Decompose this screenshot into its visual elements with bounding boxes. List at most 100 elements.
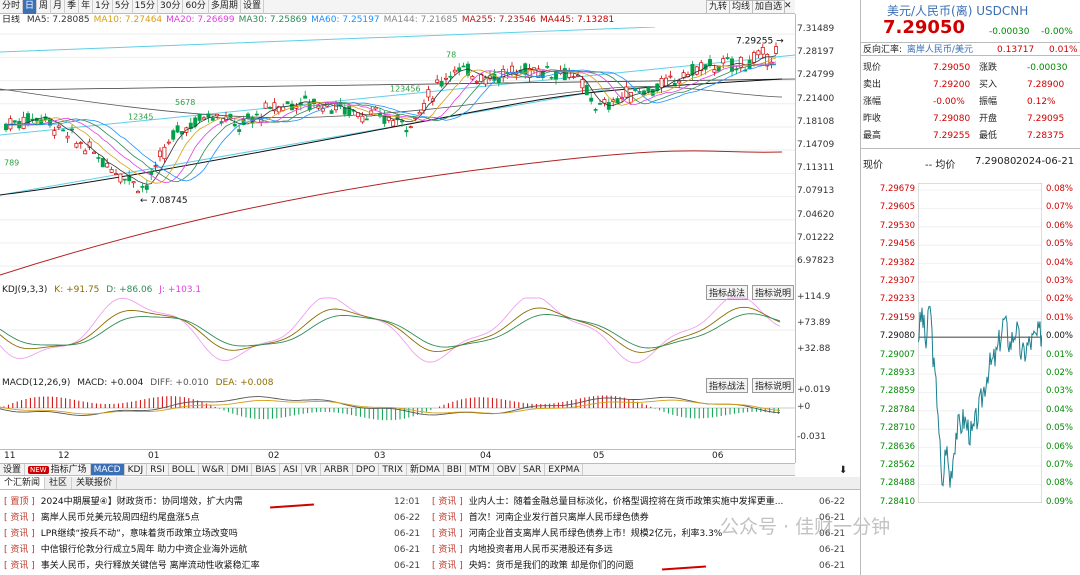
kdj-chart[interactable] (0, 297, 795, 367)
indicator-tab-obv[interactable]: OBV (494, 464, 520, 475)
candle-body (92, 151, 96, 154)
period-tab-9[interactable]: 30分 (158, 0, 184, 14)
candlestick-chart[interactable]: 7.29255 → ← 7.08745 789 12345 5678 78 123456 (0, 27, 795, 279)
macd-label: MACD(12,26,9) (2, 378, 71, 388)
candle-body (615, 98, 620, 104)
reverse-rate-link[interactable]: 离岸人民币/美元 (906, 45, 973, 55)
macd-chart[interactable] (0, 390, 795, 448)
indicator-tab-kdj[interactable]: KDJ (125, 464, 148, 475)
news-date: 06-21 (394, 529, 421, 539)
indicator-tab-boll[interactable]: BOLL (169, 464, 199, 475)
period-tab-4[interactable]: 季 (65, 0, 80, 14)
period-tab-2[interactable]: 周 (37, 0, 52, 14)
news-tab-0[interactable]: 个汇新闻 (0, 477, 46, 489)
news-item[interactable]: [ 置顶 ] 2024中期展望④】财政货币：协同增效，扩大内需 (4, 495, 424, 510)
macd-strategy-button[interactable]: 指标战法 (706, 378, 749, 393)
news-title[interactable]: 首次！河南企业发行首只离岸人民币绿色债券 (468, 513, 649, 523)
candle-body (650, 88, 655, 96)
news-item[interactable]: [ 资讯 ] 内地投资者用人民币买港股还有多远 (432, 543, 812, 558)
indicator-tab-w&r[interactable]: W&R (199, 464, 229, 475)
candle-body (417, 111, 422, 115)
period-tab-12[interactable]: 设置 (241, 0, 264, 14)
period-tab-7[interactable]: 5分 (113, 0, 133, 14)
candle-body (78, 142, 83, 144)
indicator-tab-macd[interactable]: MACD (90, 464, 125, 475)
indicator-tab-expma[interactable]: EXPMA (545, 464, 584, 475)
news-title[interactable]: 河南企业首支离岸人民币绿色债券上市！规模2亿元，利率3.3% (468, 529, 723, 539)
news-item[interactable]: [ 资讯 ] 业内人士：随着金融总量目标淡化，价格型调控将在货币政策实施中发挥更重… (432, 495, 812, 510)
mini-pct-tick: 0.05% (1046, 239, 1074, 250)
kdj-help-button[interactable]: 指标说明 (752, 285, 795, 300)
ma-button[interactable]: 均线 (729, 0, 754, 14)
news-title[interactable]: 内地投资者用人民币买港股还有多远 (468, 545, 613, 555)
candle-body (12, 120, 17, 123)
news-item[interactable]: [ 资讯 ] 中信银行伦敦分行成立5周年 助力中资企业海外远航 (4, 543, 424, 558)
period-tab-8[interactable]: 15分 (133, 0, 159, 14)
period-tab-0[interactable]: 分时 (0, 0, 24, 14)
mini-price-tick: 7.29679 (879, 184, 915, 194)
x-axis-tick: 03 (374, 451, 386, 461)
indicator-tab-mtm[interactable]: MTM (466, 464, 494, 475)
candle-body (593, 109, 598, 111)
candle-body (699, 62, 704, 72)
candle-body (109, 169, 114, 173)
period-tab-5[interactable]: 年 (79, 0, 94, 14)
indicator-tab-bias[interactable]: BIAS (252, 464, 281, 475)
news-item[interactable]: [ 资讯 ] 事关人民币，央行释放关键信号 离岸流动性收紧稳汇率 (4, 559, 424, 574)
news-item[interactable]: [ 资讯 ] LPR继续“按兵不动”，意味着货币政策立场改变吗 (4, 527, 424, 542)
period-tab-3[interactable]: 月 (51, 0, 66, 14)
news-title[interactable]: 央妈：货币是我们的政策 却是你们的问题 (468, 561, 634, 571)
indicator-tab-dmi[interactable]: DMI (228, 464, 253, 475)
news-tab-2[interactable]: 关联报价 (72, 477, 118, 489)
news-date: 06-21 (819, 561, 846, 571)
candle-body (52, 130, 57, 136)
macd-axis-tick: +0 (797, 402, 811, 412)
indicator-square-tab[interactable]: NEW 指标广场 (25, 464, 91, 475)
news-item[interactable]: [ 资讯 ] 河南企业首支离岸人民币绿色债券上市！规模2亿元，利率3.3% (432, 527, 812, 542)
indicator-tab-rsi[interactable]: RSI (147, 464, 169, 475)
period-tab-6[interactable]: 1分 (93, 0, 113, 14)
price-axis-tick: 7.21400 (797, 93, 835, 104)
news-tag: [ 资讯 ] (4, 561, 35, 571)
indicator-tab-arbr[interactable]: ARBR (321, 464, 353, 475)
intraday-price-line (918, 305, 1042, 488)
news-title[interactable]: LPR继续“按兵不动”，意味着货币政策立场改变吗 (40, 529, 238, 539)
ma-legend-item: MA445: 7.13281 (540, 15, 615, 25)
kdj-k-line (0, 306, 781, 353)
period-tab-10[interactable]: 60分 (183, 0, 209, 14)
news-tab-1[interactable]: 社区 (45, 477, 73, 489)
expand-icon[interactable]: ⬇ (839, 465, 848, 476)
candle-body (708, 59, 712, 66)
period-tab-11[interactable]: 多周期 (209, 0, 241, 14)
nine-turn-button[interactable]: 九转 (706, 0, 731, 14)
news-title[interactable]: 业内人士：随着金融总量目标淡化，价格型调控将在货币政策实施中发挥更重... (468, 497, 784, 507)
indicator-tab-dpo[interactable]: DPO (353, 464, 380, 475)
indicator-tab-sar[interactable]: SAR (520, 464, 546, 475)
news-title[interactable]: 中信银行伦敦分行成立5周年 助力中资企业海外远航 (40, 545, 248, 555)
candle-body (470, 76, 475, 80)
news-title[interactable]: 事关人民币，央行释放关键信号 离岸流动性收紧稳汇率 (40, 561, 260, 571)
indicator-tab-新dma[interactable]: 新DMA (407, 464, 444, 475)
news-item[interactable]: [ 资讯 ] 首次！河南企业发行首只离岸人民币绿色债券 (432, 511, 812, 526)
indicator-settings-tab[interactable]: 设置 (0, 464, 26, 475)
ma-line-3 (6, 63, 777, 183)
indicator-tab-asi[interactable]: ASI (280, 464, 302, 475)
ma-legend-item: MA5: 7.28085 (26, 15, 90, 25)
macd-help-button[interactable]: 指标说明 (752, 378, 795, 393)
news-item[interactable]: [ 资讯 ] 离岸人民币兑美元较周四纽约尾盘涨5点 (4, 511, 424, 526)
indicator-tab-bbi[interactable]: BBI (444, 464, 466, 475)
price-axis-tick: 6.97823 (797, 256, 835, 266)
kdj-d-line (0, 313, 781, 349)
close-icon[interactable]: ✕ (784, 1, 792, 11)
period-tab-1[interactable]: 日 (23, 0, 38, 14)
add-watchlist-button[interactable]: 加自选 (752, 0, 786, 14)
reverse-rate-row: 反向汇率: 离岸人民币/美元 0.13717 0.01% (861, 42, 1080, 56)
news-title[interactable]: 离岸人民币兑美元较周四纽约尾盘涨5点 (40, 513, 200, 523)
indicator-tab-vr[interactable]: VR (302, 464, 322, 475)
news-title[interactable]: 2024中期展望④】财政货币：协同增效，扩大内需 (40, 497, 243, 507)
news-item[interactable]: [ 资讯 ] 央妈：货币是我们的政策 却是你们的问题 (432, 559, 812, 574)
indicator-tab-trix[interactable]: TRIX (379, 464, 407, 475)
candle-body (246, 113, 250, 119)
candle-body (87, 141, 92, 148)
intraday-chart[interactable] (918, 183, 1042, 503)
